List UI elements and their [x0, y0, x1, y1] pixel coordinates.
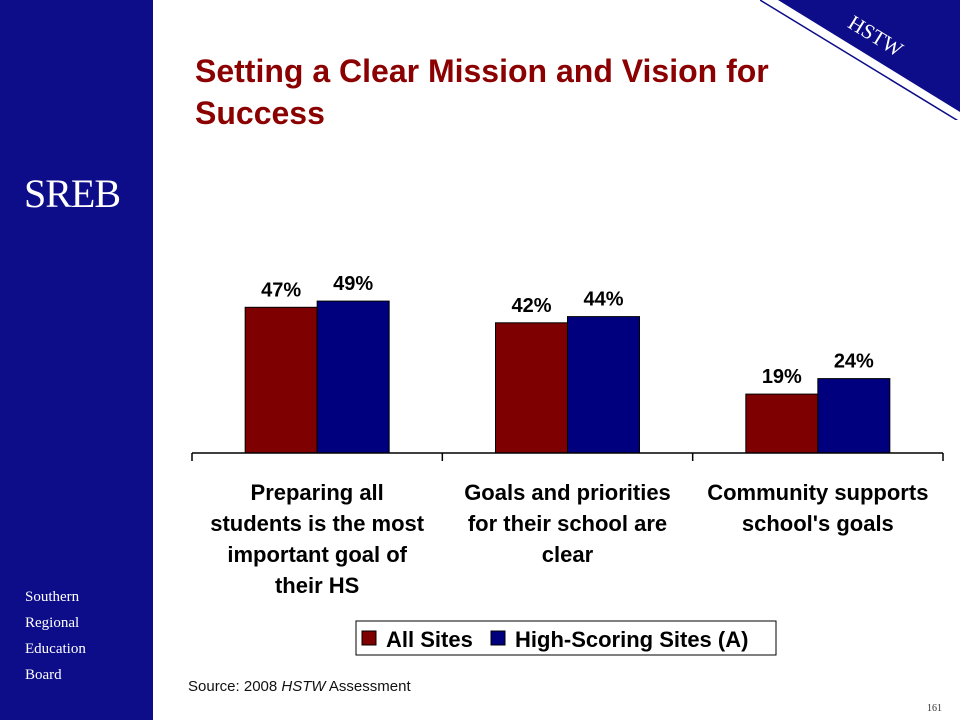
category-labels-layer: Preparing all students is the most importa…	[210, 480, 928, 598]
legend-swatch-all-sites	[361, 630, 377, 646]
org-line-3: Education	[25, 641, 86, 657]
org-line-1: Southern	[25, 589, 80, 605]
legend-box	[355, 620, 777, 656]
title-line-1: Setting a Clear Mission and Vision for	[195, 53, 769, 89]
title-line-2: Success	[195, 95, 325, 131]
legend-swatch-high-scoring	[490, 630, 506, 646]
category-label-1-line-1: Preparing all	[251, 480, 384, 505]
corner-triangle	[778, 0, 960, 112]
slide-title: Setting a Clear Mission and Vision for S…	[195, 50, 895, 134]
page-number: 161	[927, 703, 942, 714]
legend-label-all-sites: All Sites	[386, 627, 473, 652]
org-name: Southern Regional Education Board	[25, 584, 86, 688]
source-italic: HSTW	[281, 678, 326, 695]
legend-label-high-scoring: High-Scoring Sites (A)	[515, 627, 748, 652]
bar-high-scoring-1	[316, 300, 390, 454]
data-label-high-scoring-1: 49%	[333, 273, 373, 295]
category-label-1-line-3: important goal of	[227, 542, 407, 567]
data-label-high-scoring-3: 24%	[834, 351, 874, 373]
bar-all-sites-2	[495, 322, 568, 454]
data-label-all-sites-1: 47%	[261, 279, 301, 301]
hstw-corner-banner: HSTW	[760, 0, 960, 120]
data-label-all-sites-3: 19%	[762, 366, 802, 388]
category-label-2-line-3: clear	[542, 542, 594, 567]
data-label-high-scoring-2: 44%	[583, 289, 623, 311]
bar-all-sites-3	[745, 393, 819, 454]
category-label-2-line-1: Goals and priorities	[464, 480, 671, 505]
legend: All Sites High-Scoring Sites (A)	[355, 620, 777, 656]
sidebar: SREB Southern Regional Education Board	[0, 0, 153, 720]
category-label-1-line-4: their HS	[275, 573, 359, 598]
bar-high-scoring-3	[817, 378, 891, 454]
bar-high-scoring-2	[567, 316, 640, 454]
category-label-1-line-2: students is the most	[210, 511, 425, 536]
org-line-4: Board	[25, 667, 62, 683]
category-label-3-line-1: Community supports	[707, 480, 928, 505]
axis-layer	[191, 452, 944, 461]
source-suffix: Assessment	[325, 678, 411, 695]
category-label-3-line-2: school's goals	[742, 511, 894, 536]
bar-all-sites-1	[244, 306, 318, 454]
corner-edge-line	[760, 0, 959, 120]
org-line-2: Regional	[25, 615, 80, 631]
sreb-logo: SREB	[24, 171, 121, 216]
category-label-2-line-2: for their school are	[468, 511, 667, 536]
data-label-all-sites-2: 42%	[511, 295, 551, 317]
source-prefix: Source: 2008	[188, 678, 282, 695]
bars-layer: 47% 49% 42% 44% 19% 24%	[244, 273, 891, 454]
source-note: Source: 2008 HSTW Assessment	[188, 678, 411, 695]
